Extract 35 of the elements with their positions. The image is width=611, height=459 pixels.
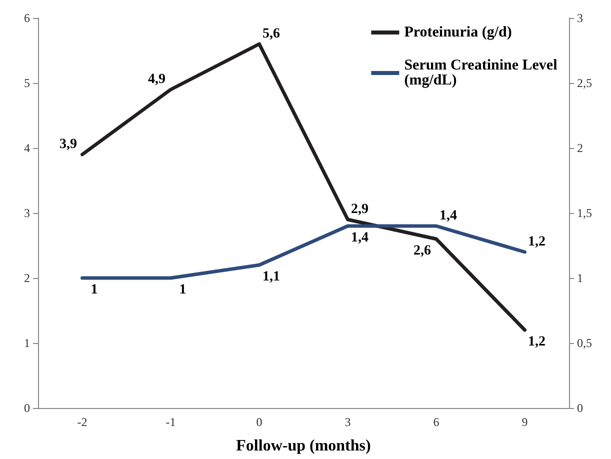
data-label: 1,2 [528, 334, 546, 350]
data-label: 5,6 [262, 26, 280, 42]
data-label: 1,4 [440, 208, 457, 224]
data-label: 3,9 [60, 137, 77, 152]
data-label: 1 [179, 282, 186, 298]
y-tick-label: 6 [24, 11, 30, 25]
data-label: 1 [90, 282, 98, 298]
y2-tick-label: 2 [577, 141, 583, 155]
x-tick-label: 9 [522, 415, 528, 429]
x-axis-title: Follow-up (months) [236, 438, 371, 454]
y-tick-label: 0 [24, 401, 30, 415]
data-label: 2,6 [414, 244, 431, 258]
data-label: 2,9 [351, 202, 368, 217]
y2-tick-label: 0,5 [577, 336, 592, 350]
y2-tick-label: 1,5 [577, 206, 592, 220]
y-tick-label: 4 [24, 141, 30, 155]
y-tick-label: 3 [24, 206, 30, 220]
y2-tick-label: 3 [577, 11, 583, 25]
data-label: 1,2 [528, 234, 546, 250]
y2-tick-label: 1 [577, 271, 583, 285]
y2-tick-label: 0 [577, 401, 583, 415]
x-tick-label: -1 [166, 415, 176, 429]
data-label: 1,4 [351, 230, 368, 246]
data-label: 4,9 [148, 72, 166, 87]
y2-tick-label: 2,5 [577, 76, 592, 90]
x-tick-label: 3 [344, 415, 351, 429]
x-tick-label: 0 [256, 415, 262, 429]
y-tick-label: 2 [24, 271, 30, 285]
legend-label: Proteinuria (g/d) [404, 24, 512, 40]
legend-label: Serum Creatinine Level (mg/dL) [404, 58, 562, 88]
y-tick-label: 1 [24, 336, 30, 350]
data-label: 1,1 [262, 270, 280, 284]
x-tick-label: 6 [433, 415, 440, 429]
x-tick-label: -2 [77, 415, 88, 429]
y-tick-label: 5 [24, 76, 30, 90]
